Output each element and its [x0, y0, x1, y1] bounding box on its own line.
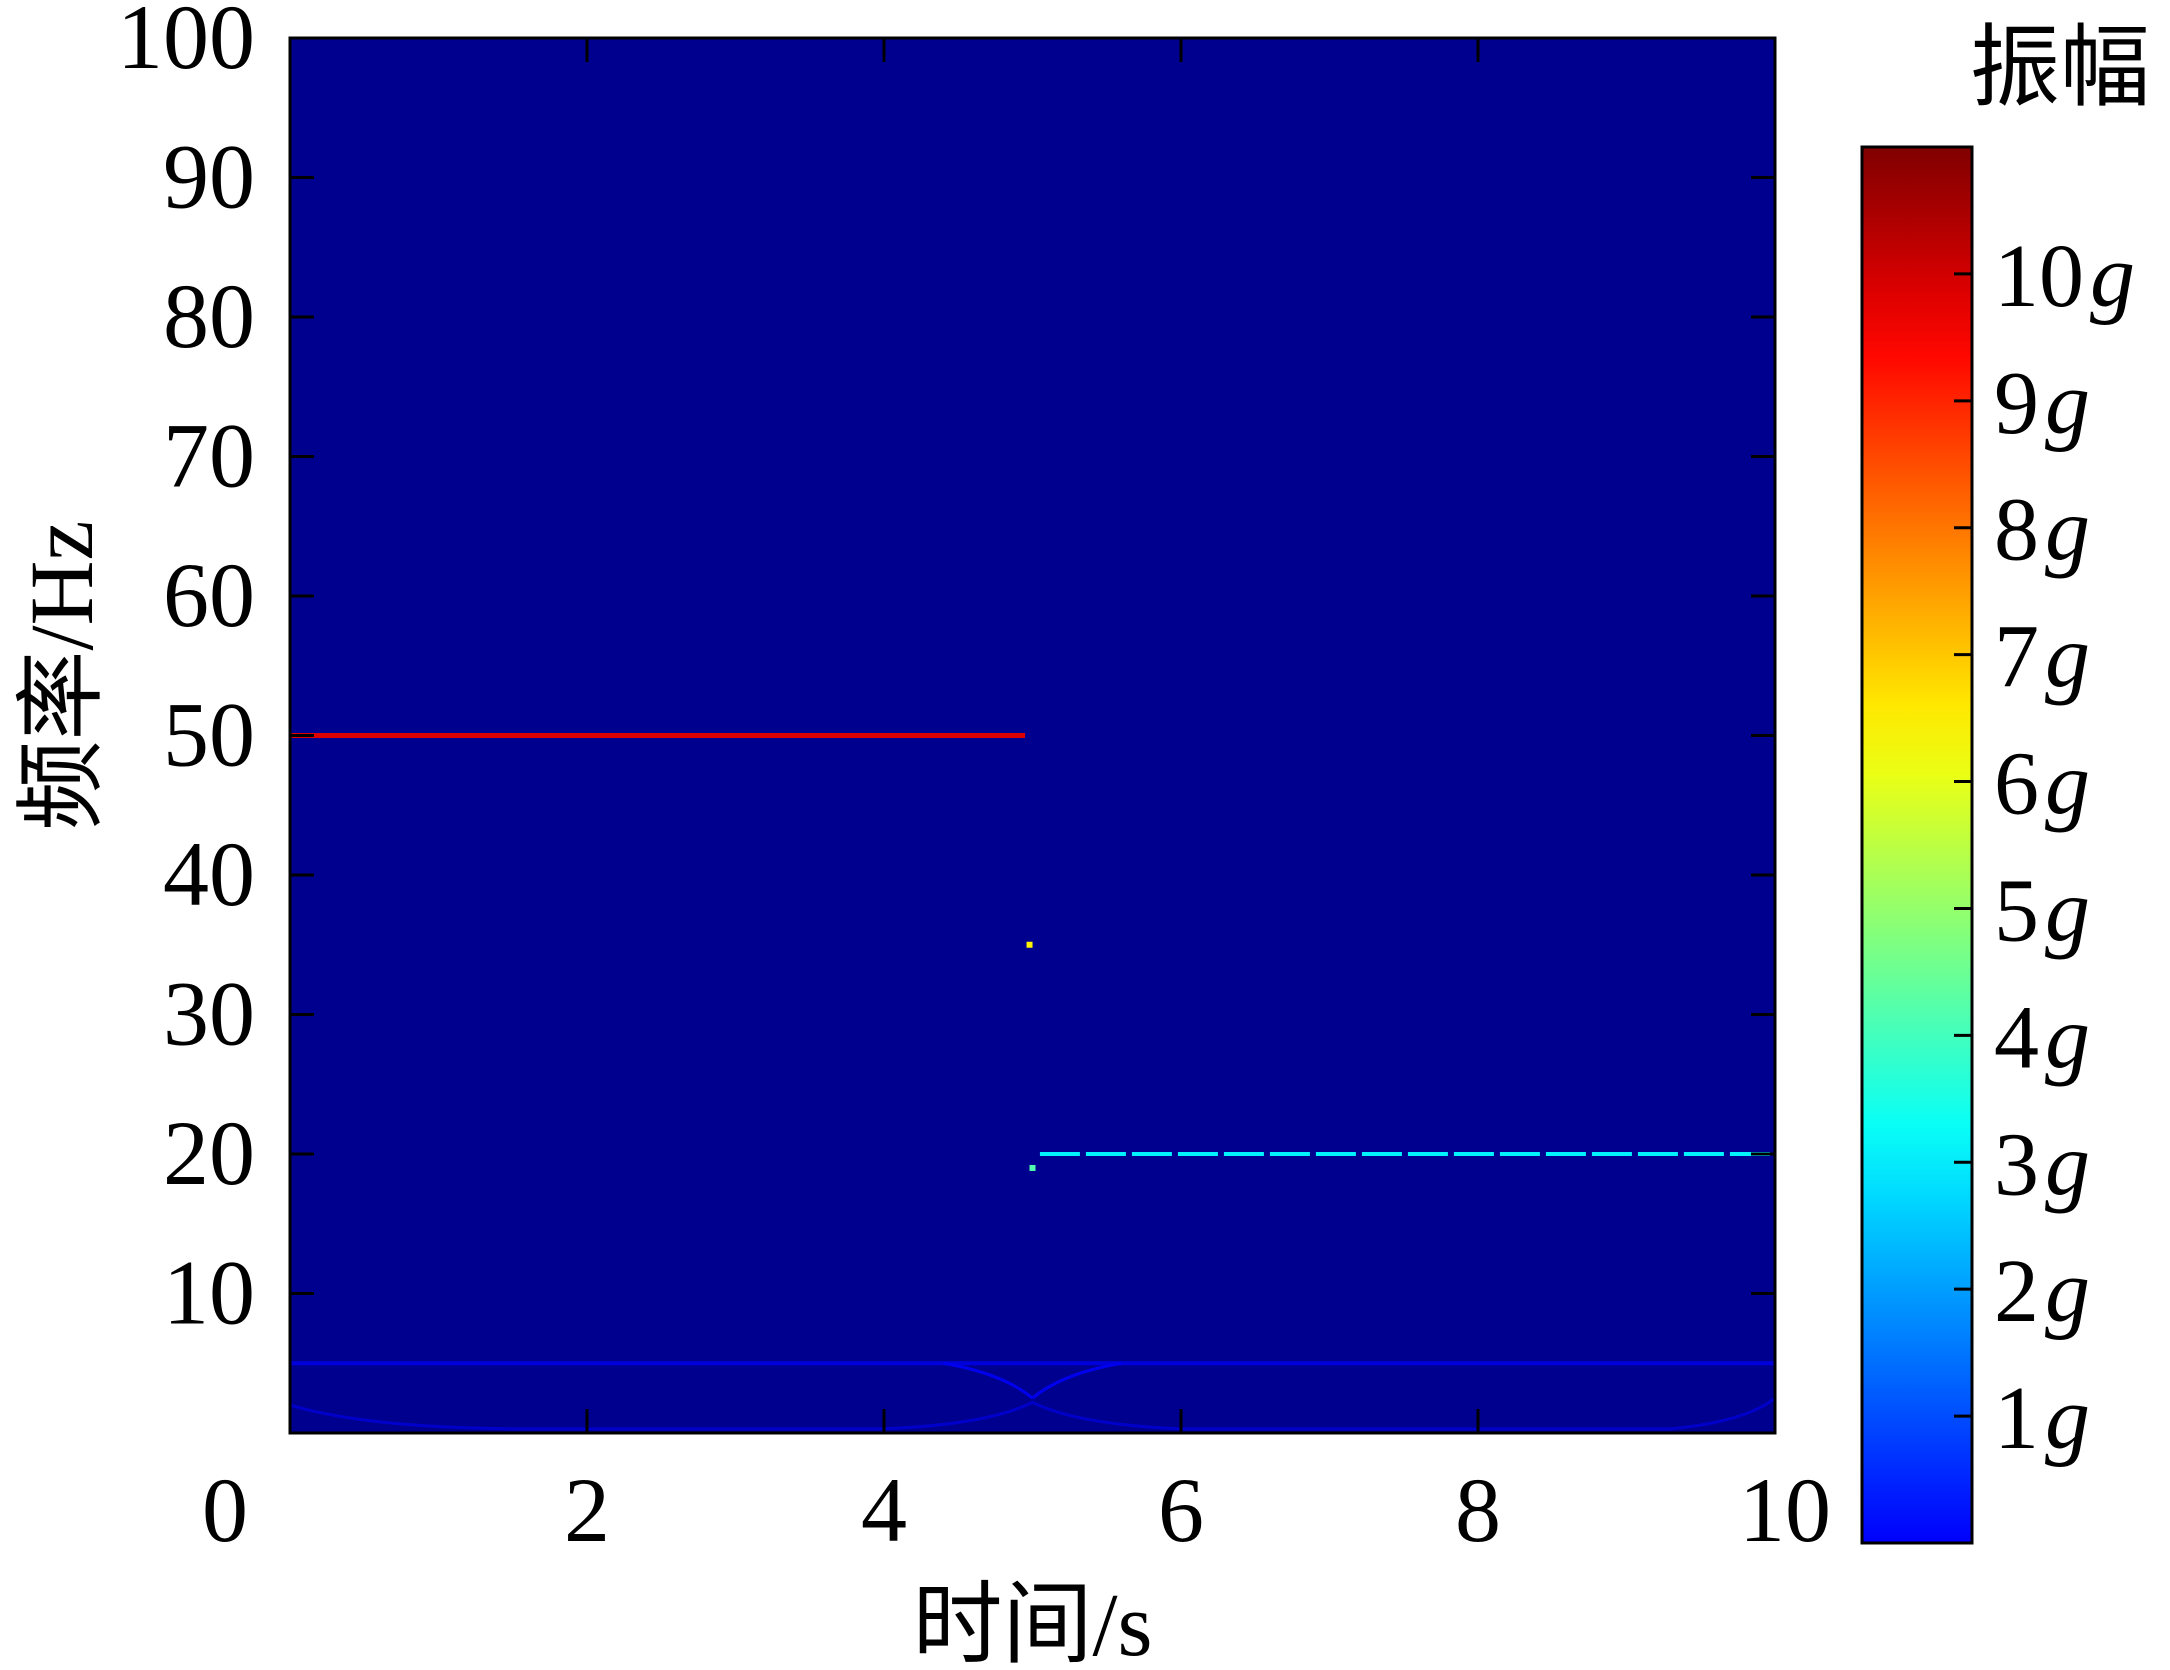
colorbar-tick-label: 7g	[1994, 608, 2090, 707]
y-tick-label: 100	[117, 0, 255, 88]
colorbar-tick-label: 6g	[1994, 735, 2090, 834]
colorbar-tick-label: 9g	[1994, 354, 2090, 453]
colorbar: 1g 2g 3g 4g 5g 6g 7g 8g 9g 10g	[1860, 145, 2135, 1545]
axes: 0 2 4 6 8 10 10 20 30 40 50 60 70 80 90 100	[117, 0, 1831, 1561]
y-tick-label: 50	[163, 684, 255, 786]
colorbar-tick-label: 10g	[1994, 227, 2135, 326]
y-tick-label: 70	[163, 405, 255, 507]
y-tick-label: 60	[163, 544, 255, 646]
transition-trace-left	[943, 1361, 1034, 1400]
colorbar-bar	[1860, 145, 1974, 1545]
x-tick-label: 0	[202, 1459, 248, 1561]
x-axis-label: 时间/s	[912, 1576, 1152, 1670]
x-tick-label: 2	[564, 1459, 610, 1561]
transition-trace-right	[1031, 1361, 1122, 1400]
colorbar-tick-label: 8g	[1994, 481, 2090, 580]
low-frequency-trace	[289, 1396, 1776, 1431]
colorbar-tick-label: 1g	[1994, 1369, 2090, 1468]
colorbar-tick-label: 2g	[1994, 1242, 2090, 1341]
spot-3	[1026, 941, 1033, 948]
y-tick-label: 90	[163, 126, 255, 228]
colorbar-tick-label: 4g	[1994, 988, 2090, 1087]
y-tick-label: 30	[163, 963, 255, 1065]
x-tick-label: 8	[1455, 1459, 1501, 1561]
y-tick-label: 40	[163, 823, 255, 925]
x-tick-label: 10	[1739, 1459, 1831, 1561]
x-tick-label: 4	[861, 1459, 907, 1561]
y-tick-label: 20	[163, 1102, 255, 1204]
spectral-ridges	[289, 733, 1776, 1431]
colorbar-tick-label: 5g	[1994, 861, 2090, 960]
spot-4	[1029, 1164, 1036, 1171]
x-tick-label: 6	[1158, 1459, 1204, 1561]
y-tick-label: 80	[163, 265, 255, 367]
colorbar-tick-label: 3g	[1994, 1115, 2090, 1214]
y-tick-label: 10	[163, 1242, 255, 1344]
colorbar-title: 振幅	[1970, 19, 2150, 118]
y-axis-label: 频率/Hz	[13, 521, 112, 831]
